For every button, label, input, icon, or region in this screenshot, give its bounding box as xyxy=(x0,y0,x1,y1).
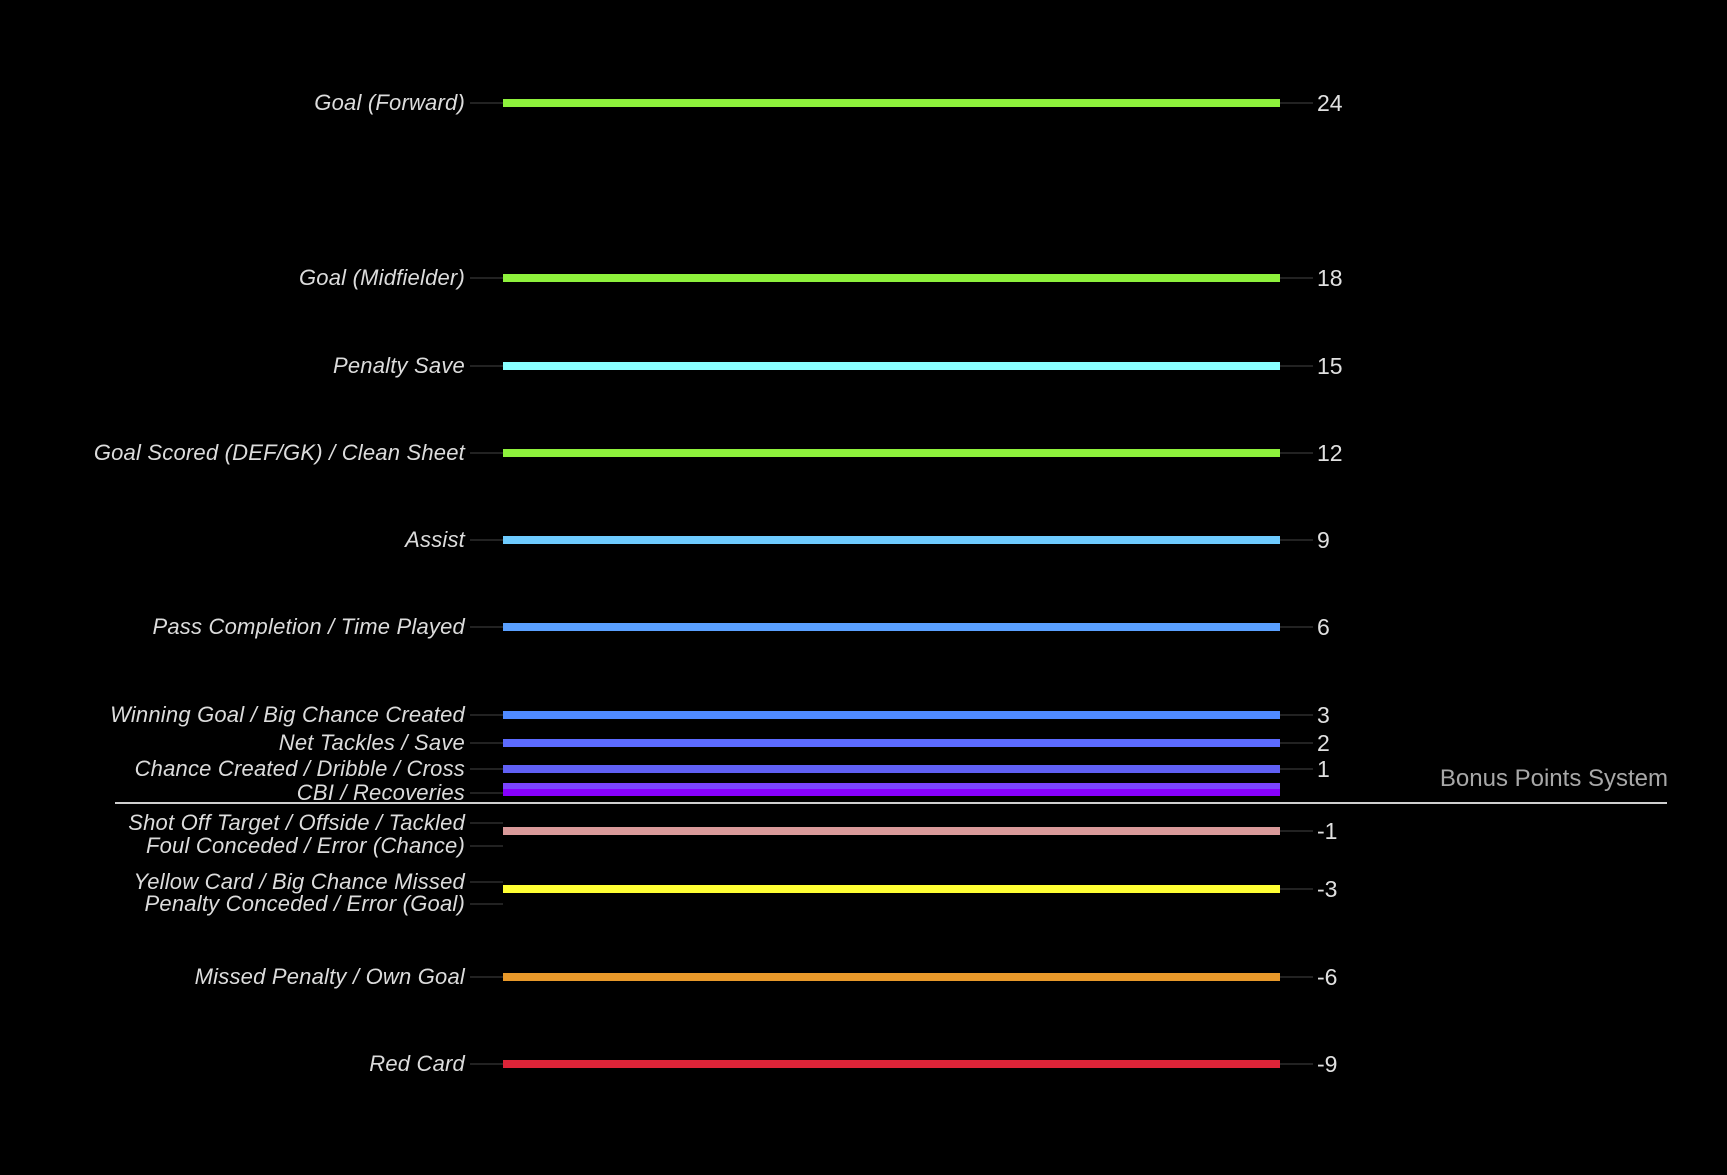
left-tick xyxy=(470,881,503,883)
value-bar xyxy=(503,885,1280,893)
left-tick xyxy=(470,903,503,905)
left-tick xyxy=(470,1063,503,1065)
left-tick xyxy=(470,822,503,824)
row-value: 6 xyxy=(1317,614,1330,640)
right-tick xyxy=(1280,365,1313,367)
row-label: Shot Off Target / Offside / Tackled xyxy=(128,810,465,835)
right-tick xyxy=(1280,888,1313,890)
right-tick xyxy=(1280,626,1313,628)
left-tick xyxy=(470,539,503,541)
row-value: 3 xyxy=(1317,702,1330,728)
row-value: -3 xyxy=(1317,876,1338,902)
left-tick xyxy=(470,365,503,367)
value-bar xyxy=(503,362,1280,370)
row-label: Goal (Midfielder) xyxy=(298,265,465,290)
row-label: Red Card xyxy=(369,1051,465,1076)
left-tick xyxy=(470,452,503,454)
value-bar xyxy=(503,449,1280,457)
left-tick xyxy=(470,714,503,716)
value-bar xyxy=(503,973,1280,981)
row-label: Pass Completion / Time Played xyxy=(152,614,465,639)
section-title: Bonus Points System xyxy=(1439,765,1668,792)
value-bar xyxy=(503,536,1280,544)
row-label: Goal Scored (DEF/GK) / Clean Sheet xyxy=(93,440,465,465)
right-tick xyxy=(1280,102,1313,104)
right-tick xyxy=(1280,1063,1313,1065)
right-tick xyxy=(1280,976,1313,978)
row-label: CBI / Recoveries xyxy=(296,780,465,805)
right-tick xyxy=(1280,452,1313,454)
row-label: Yellow Card / Big Chance Missed xyxy=(133,869,465,894)
row-label: Winning Goal / Big Chance Created xyxy=(110,702,465,727)
row-value: 18 xyxy=(1317,265,1343,291)
row-value: 9 xyxy=(1317,527,1330,553)
value-bar xyxy=(503,789,1280,796)
left-tick xyxy=(470,768,503,770)
right-tick xyxy=(1280,539,1313,541)
left-tick xyxy=(470,976,503,978)
row-label: Assist xyxy=(405,527,465,552)
row-value: 2 xyxy=(1317,730,1330,756)
row-value: 1 xyxy=(1317,756,1330,782)
value-bar xyxy=(503,739,1280,747)
row-value: -1 xyxy=(1317,818,1338,844)
left-tick xyxy=(470,277,503,279)
row-label: Chance Created / Dribble / Cross xyxy=(134,756,465,781)
right-tick xyxy=(1280,277,1313,279)
row-value: 15 xyxy=(1317,353,1343,379)
row-label: Goal (Forward) xyxy=(314,90,465,115)
right-tick xyxy=(1280,742,1313,744)
value-bar-top xyxy=(503,783,1280,789)
row-value: -6 xyxy=(1317,964,1338,990)
right-tick xyxy=(1280,768,1313,770)
row-label: Penalty Save xyxy=(332,353,465,378)
row-label: Net Tackles / Save xyxy=(278,730,465,755)
right-tick xyxy=(1280,714,1313,716)
value-bar xyxy=(503,1060,1280,1068)
row-value: 12 xyxy=(1317,440,1343,466)
left-tick xyxy=(470,102,503,104)
row-label-line2: Foul Conceded / Error (Chance) xyxy=(145,833,465,858)
left-tick xyxy=(470,792,503,794)
value-bar xyxy=(503,274,1280,282)
left-tick xyxy=(470,845,503,847)
value-bar xyxy=(503,711,1280,719)
value-bar xyxy=(503,623,1280,631)
left-tick xyxy=(470,742,503,744)
row-label: Missed Penalty / Own Goal xyxy=(194,964,465,989)
value-bar xyxy=(503,765,1280,773)
left-tick xyxy=(470,626,503,628)
row-value: -9 xyxy=(1317,1051,1338,1077)
value-bar xyxy=(503,827,1280,835)
value-bar xyxy=(503,99,1280,107)
row-label-line2: Penalty Conceded / Error (Goal) xyxy=(144,891,465,916)
row-value: 24 xyxy=(1317,90,1343,116)
right-tick xyxy=(1280,830,1313,832)
zero-separator-line xyxy=(115,802,1667,804)
